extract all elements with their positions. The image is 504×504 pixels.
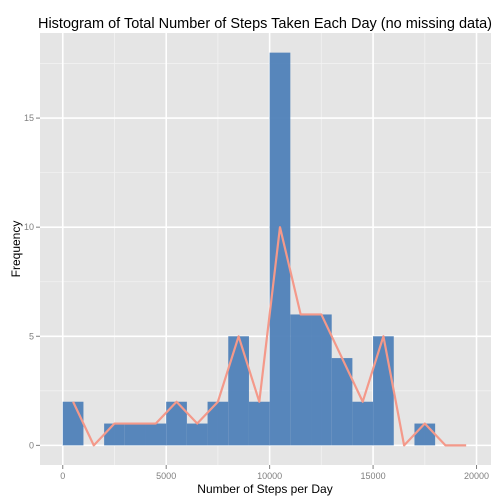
frequency-polygon bbox=[72, 226, 467, 447]
y-tick-label: 5 bbox=[29, 331, 34, 341]
histogram-bar bbox=[228, 336, 249, 446]
histogram-bar bbox=[207, 401, 229, 446]
histogram-bar bbox=[414, 423, 436, 446]
histogram-bar bbox=[248, 401, 270, 446]
y-tick-label: 10 bbox=[24, 222, 34, 232]
plot-panel bbox=[40, 33, 491, 465]
histogram-bar bbox=[62, 401, 84, 446]
histogram-bar bbox=[331, 358, 353, 446]
histogram-bar bbox=[166, 401, 187, 446]
histogram-bar bbox=[124, 423, 146, 446]
y-axis-title: Frequency bbox=[9, 221, 23, 278]
y-axis: 0 5 10 15 bbox=[24, 113, 40, 450]
x-axis-title: Number of Steps per Day bbox=[197, 482, 332, 496]
histogram-bar bbox=[290, 314, 312, 446]
chart-title: Histogram of Total Number of Steps Taken… bbox=[38, 16, 492, 32]
y-tick-label: 0 bbox=[29, 440, 34, 450]
x-tick-label: 0 bbox=[60, 471, 65, 481]
histogram-bar bbox=[269, 52, 291, 446]
histogram-bar bbox=[186, 423, 208, 446]
histogram-bar bbox=[104, 423, 125, 446]
histogram-bar bbox=[352, 401, 374, 446]
x-tick-label: 5000 bbox=[156, 471, 176, 481]
x-tick-label: 15000 bbox=[361, 471, 386, 481]
histogram-bar bbox=[311, 314, 332, 446]
histogram-bars bbox=[62, 52, 436, 446]
frequency-polygon-line bbox=[72, 226, 467, 447]
minor-gridlines bbox=[40, 33, 491, 465]
histogram-bar bbox=[145, 423, 167, 446]
x-axis: 0 5000 10000 15000 20000 bbox=[60, 465, 489, 481]
x-tick-label: 20000 bbox=[464, 471, 489, 481]
y-tick-label: 15 bbox=[24, 113, 34, 123]
histogram-bar bbox=[373, 336, 394, 446]
x-tick-label: 10000 bbox=[257, 471, 282, 481]
